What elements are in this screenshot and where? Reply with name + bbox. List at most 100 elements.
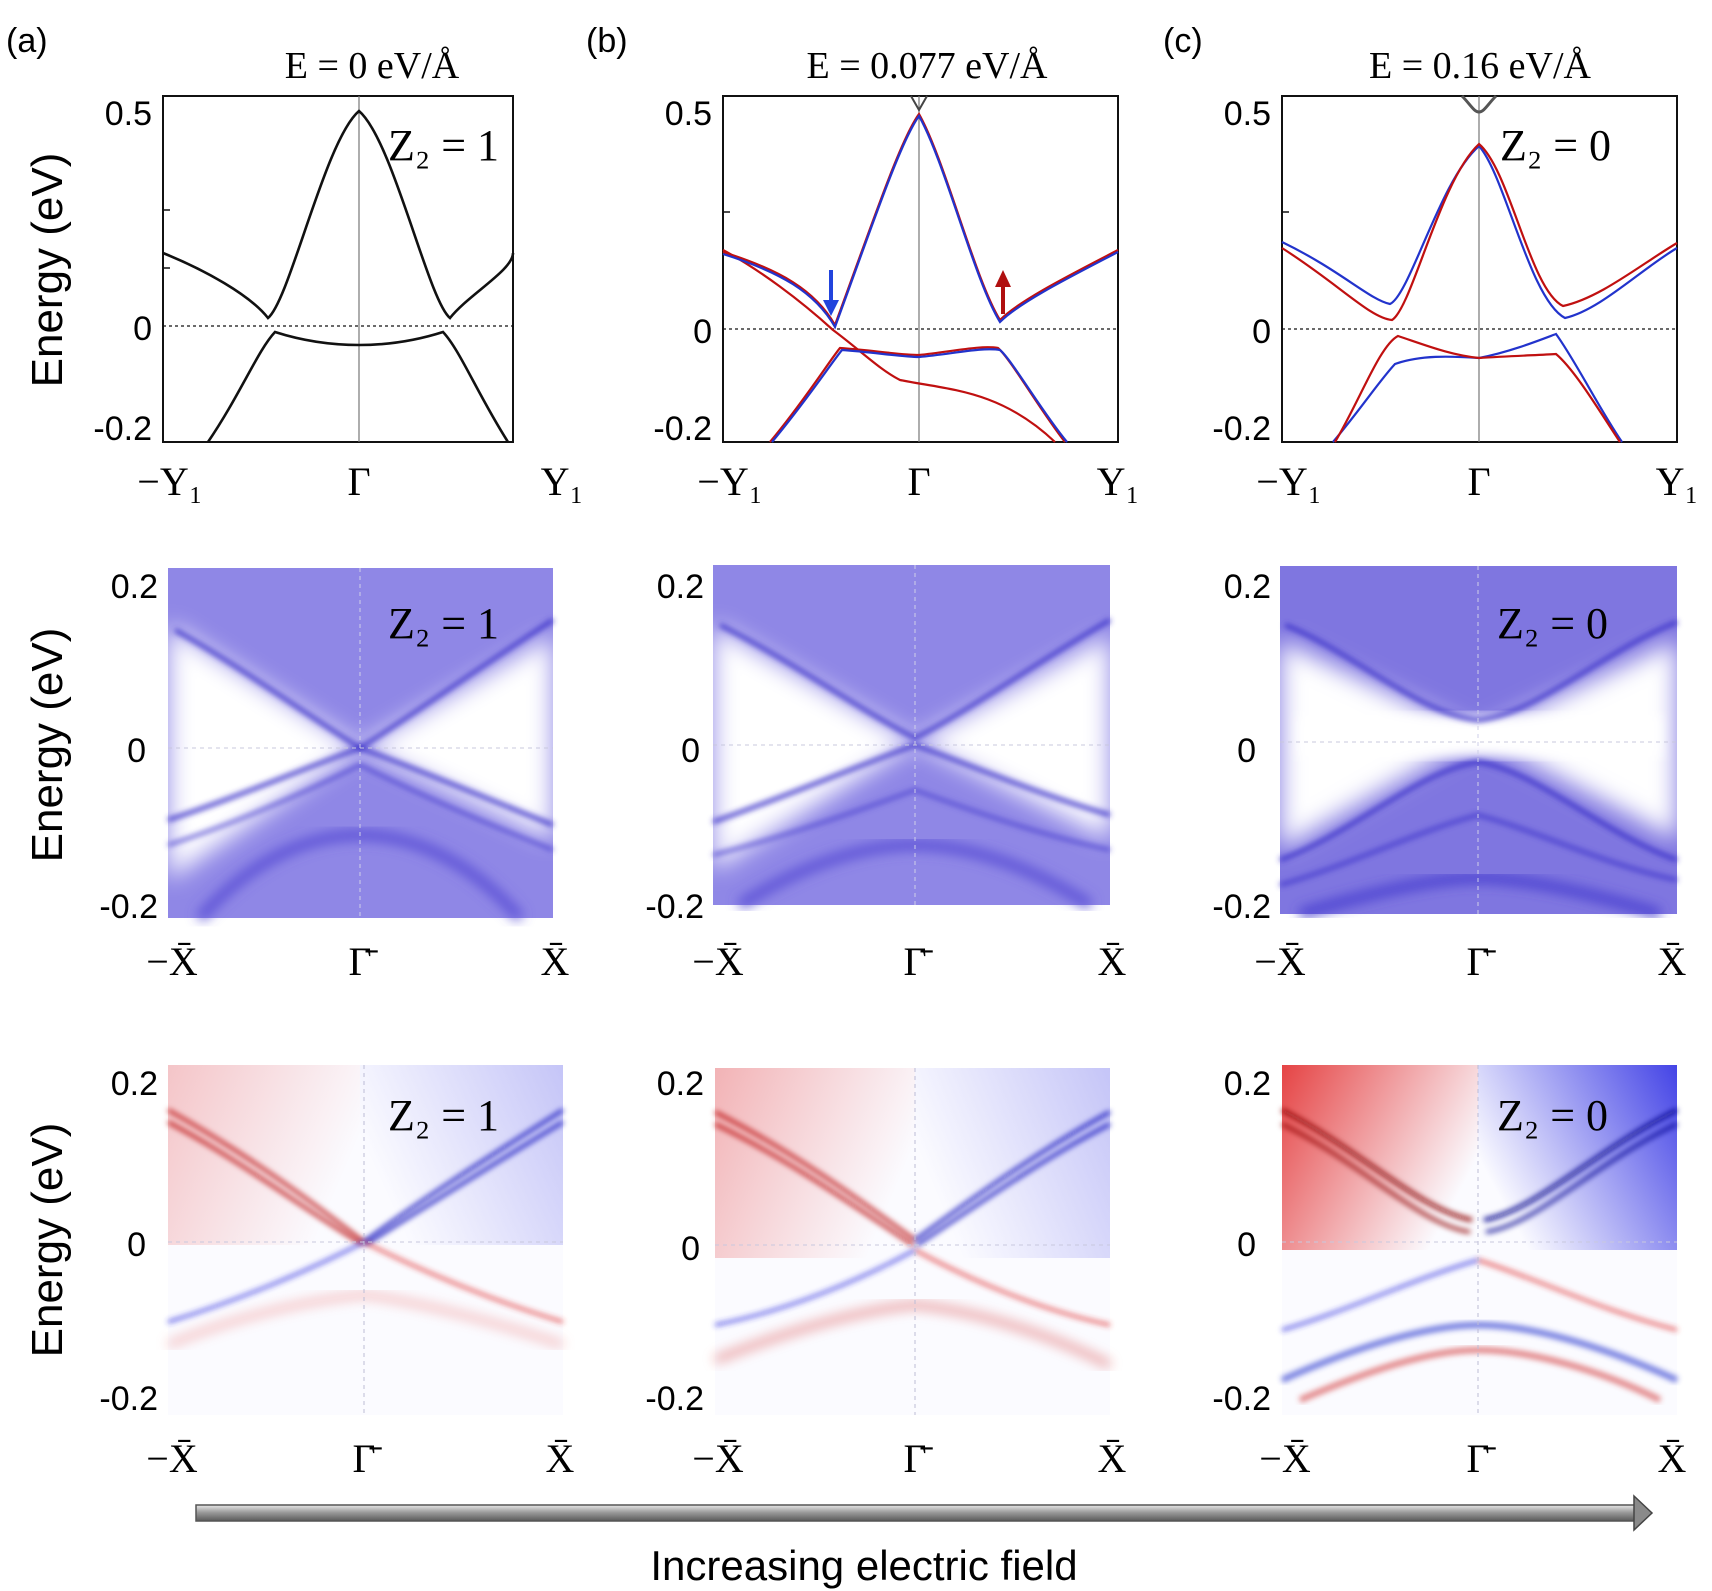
- ytick-label-bulk-a-m02: -0.2: [93, 410, 152, 448]
- spin-panel-a: [166, 1065, 564, 1415]
- surface-dos-row: Z₂ = 1 Z₂ = 0 0.2 0 -0.2 0.2 0 -0.2 0.2 …: [99, 565, 1687, 984]
- ytick-dos-a-0: 0: [127, 732, 146, 770]
- panel-label-c: (c): [1163, 22, 1203, 60]
- bulk-a-valence-band: [206, 330, 510, 443]
- field-caption: Increasing electric field: [650, 1542, 1077, 1589]
- spin-c-red-lower: [1477, 1258, 1678, 1332]
- spin-b-lower-bulk: [713, 1301, 1112, 1369]
- bulk-frame-a: [162, 95, 514, 443]
- panel-label-b: (b): [586, 22, 628, 60]
- field-arrow-head: [1633, 1494, 1654, 1532]
- ytick-dos-c-0: 0: [1237, 732, 1256, 770]
- xtick-bulk-c-gamma: Γ: [1467, 459, 1490, 504]
- spin-b-red-upper: [714, 1110, 916, 1242]
- bulk-b-red-lower: [769, 346, 1066, 443]
- spin-a-blue-upper-1: [363, 1108, 564, 1244]
- ytick-label-bulk-b-m02: -0.2: [653, 410, 712, 448]
- xtick-dos-a-left: −X̄: [146, 939, 198, 984]
- bulk-b-blue-lower: [771, 348, 1068, 443]
- ytick-spin-b-02: 0.2: [657, 1065, 704, 1103]
- ytick-spin-c-m02: -0.2: [1212, 1380, 1271, 1418]
- xtick-bulk-c-left: −Y₁: [1256, 459, 1321, 504]
- ytick-spin-b-0: 0: [681, 1230, 700, 1268]
- title-b: E = 0.077 eV/Å: [807, 45, 1049, 87]
- spin-a-red-lower: [363, 1240, 564, 1324]
- spin-b-blue-upper-2: [916, 1122, 1111, 1247]
- xtick-bulk-a-right: Y₁: [541, 459, 584, 504]
- dos-a-band-2: [167, 763, 554, 852]
- ytick-dos-a-m02: -0.2: [99, 888, 158, 926]
- xtick-bulk-b-gamma: Γ: [907, 459, 930, 504]
- dos-b-void-right: [915, 635, 1110, 840]
- xtick-bulk-b-left: −Y₁: [697, 459, 762, 504]
- z2-label-spin-c: Z₂ = 0: [1497, 1091, 1608, 1140]
- spin-c-blue-lower: [1281, 1258, 1479, 1332]
- dos-a-void-left: [168, 625, 360, 880]
- bulk-band-row: Z₂ = 1 Z₂ = 0 0.5 0 -0.2 0.5 0 -0.2 0.5 …: [93, 94, 1698, 504]
- z2-label-bulk-c: Z₂ = 0: [1500, 121, 1611, 170]
- xtick-dos-a-gamma: Γ̄: [348, 939, 378, 984]
- ylabel-row2: Energy (eV): [23, 628, 72, 863]
- ytick-spin-a-m02: -0.2: [99, 1380, 158, 1418]
- dos-panel-b: [712, 565, 1111, 910]
- bulk-c-red-conduction: [1281, 142, 1678, 322]
- spin-c-red-upper: [1281, 1108, 1473, 1222]
- ytick-label-bulk-c-05: 0.5: [1224, 95, 1271, 133]
- spin-a-red-upper-2: [167, 1120, 363, 1246]
- spin-b-blue-lower: [714, 1248, 916, 1327]
- xtick-dos-b-left: −X̄: [692, 939, 744, 984]
- spin-b-red-shade: [715, 1068, 915, 1258]
- ytick-label-bulk-a-05: 0.5: [105, 95, 152, 133]
- bulk-b-blue-band: [722, 113, 1119, 330]
- xtick-dos-c-left: −X̄: [1254, 939, 1306, 984]
- bulk-b-red-band-left: [722, 249, 1056, 443]
- ylabel-row1: Energy (eV): [23, 153, 72, 388]
- spin-c-red-upper-2: [1281, 1122, 1471, 1234]
- spin-b-red-upper-2: [714, 1122, 914, 1247]
- xtick-dos-c-right: X̄: [1658, 939, 1687, 984]
- ytick-dos-c-m02: -0.2: [1212, 888, 1271, 926]
- bulk-frame-b: [722, 95, 1119, 443]
- bulk-c-blue-conduction: [1281, 144, 1678, 320]
- xtick-bulk-b-right: Y₁: [1097, 459, 1140, 504]
- ytick-label-bulk-c-m02: -0.2: [1212, 410, 1271, 448]
- xtick-spin-b-left: −X̄: [692, 1436, 744, 1481]
- bulk-b-conduction-tip: [910, 95, 928, 113]
- spin-c-red-shade: [1282, 1065, 1478, 1250]
- xtick-spin-a-right: X̄: [546, 1436, 575, 1481]
- xtick-bulk-a-left: −Y₁: [137, 459, 202, 504]
- ytick-label-bulk-b-05: 0.5: [665, 95, 712, 133]
- spin-c-blue-shade: [1478, 1065, 1677, 1250]
- spin-b-red-lower: [914, 1248, 1111, 1327]
- xtick-spin-c-right: X̄: [1658, 1436, 1687, 1481]
- spin-b-blue-upper: [914, 1110, 1111, 1242]
- xtick-spin-b-gamma: Γ̄: [903, 1436, 933, 1481]
- xtick-bulk-a-gamma: Γ: [347, 459, 370, 504]
- field-arrow-shaft: [195, 1504, 1637, 1522]
- ytick-label-bulk-b-0: 0: [693, 313, 712, 351]
- bulk-a-conduction-band: [162, 109, 515, 320]
- spin-texture-row: Z₂ = 1 Z₂ = 0 0.2 0 -0.2 0.2 0 -0.2 0.2 …: [99, 1065, 1687, 1481]
- spin-panel-b: [713, 1068, 1112, 1415]
- dos-b-void-left: [713, 625, 915, 870]
- ytick-dos-b-m02: -0.2: [645, 888, 704, 926]
- spin-c-lower-bulk-red: [1298, 1346, 1662, 1403]
- spin-a-red-upper-1: [167, 1108, 365, 1244]
- xtick-spin-c-left: −X̄: [1259, 1436, 1311, 1481]
- xtick-spin-c-gamma: Γ̄: [1466, 1436, 1496, 1481]
- ytick-dos-c-02: 0.2: [1224, 568, 1271, 606]
- bulk-b-red-band: [722, 111, 1119, 328]
- z2-label-spin-a: Z₂ = 1: [388, 1091, 499, 1140]
- spin-up-arrow: [995, 270, 1011, 287]
- title-c: E = 0.16 eV/Å: [1369, 45, 1592, 87]
- xtick-spin-b-right: X̄: [1098, 1436, 1127, 1481]
- title-a: E = 0 eV/Å: [285, 45, 460, 87]
- ytick-spin-a-0: 0: [127, 1226, 146, 1264]
- spin-a-blue-upper-2: [365, 1120, 564, 1246]
- dos-c-gap: [1300, 715, 1660, 757]
- ytick-label-bulk-c-0: 0: [1252, 313, 1271, 351]
- spin-a-blue-lower: [167, 1240, 365, 1324]
- ytick-spin-c-0: 0: [1237, 1226, 1256, 1264]
- dos-b-upper-dirac: [719, 618, 1111, 741]
